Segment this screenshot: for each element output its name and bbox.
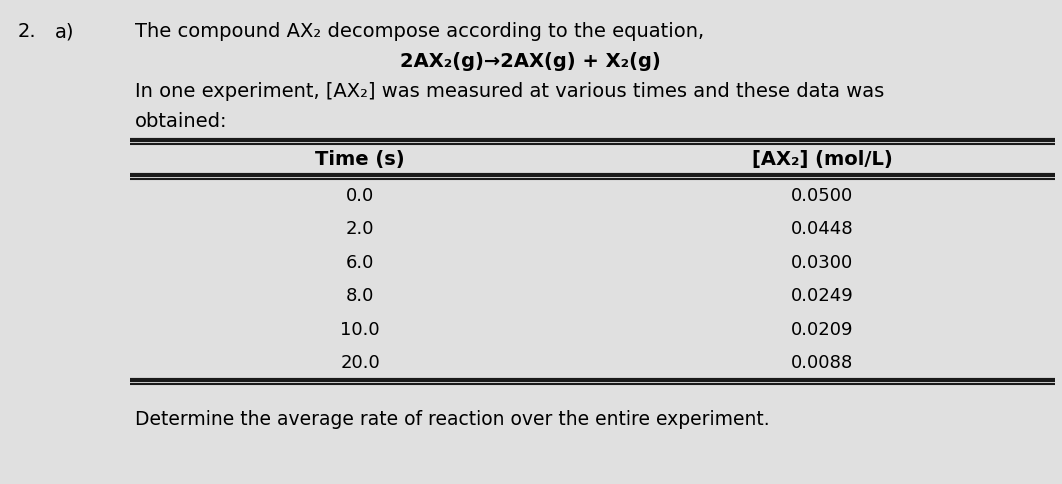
- Text: 0.0500: 0.0500: [791, 187, 854, 205]
- Text: 0.0: 0.0: [346, 187, 374, 205]
- Text: obtained:: obtained:: [135, 112, 227, 131]
- Text: Determine the average rate of reaction over the entire experiment.: Determine the average rate of reaction o…: [135, 410, 770, 429]
- Text: 2.0: 2.0: [346, 220, 374, 238]
- Text: a): a): [55, 22, 74, 41]
- Text: 2AX₂(g)→2AX(g) + X₂(g): 2AX₂(g)→2AX(g) + X₂(g): [399, 52, 661, 71]
- Text: 20.0: 20.0: [340, 354, 380, 372]
- Text: The compound AX₂ decompose according to the equation,: The compound AX₂ decompose according to …: [135, 22, 704, 41]
- Text: 0.0448: 0.0448: [791, 220, 854, 238]
- Text: 2.: 2.: [18, 22, 36, 41]
- Text: 6.0: 6.0: [346, 254, 374, 272]
- Text: 10.0: 10.0: [340, 321, 380, 339]
- Text: 8.0: 8.0: [346, 287, 374, 305]
- Text: 0.0088: 0.0088: [791, 354, 854, 372]
- Text: In one experiment, [AX₂] was measured at various times and these data was: In one experiment, [AX₂] was measured at…: [135, 82, 885, 101]
- Text: 0.0209: 0.0209: [791, 321, 854, 339]
- Text: 0.0249: 0.0249: [791, 287, 854, 305]
- Text: Time (s): Time (s): [315, 150, 405, 169]
- Text: [AX₂] (mol/L): [AX₂] (mol/L): [752, 150, 893, 169]
- Text: 0.0300: 0.0300: [791, 254, 854, 272]
